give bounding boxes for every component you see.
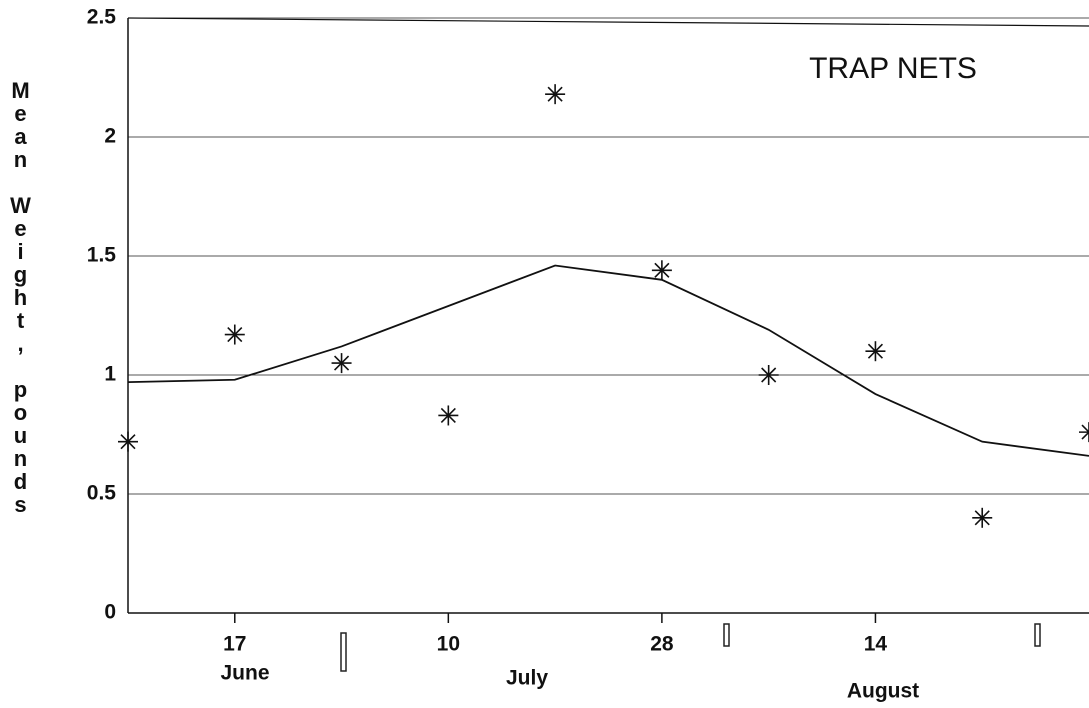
- point: [224, 324, 245, 345]
- x-tick-label: 14: [864, 633, 888, 656]
- point: [118, 431, 138, 452]
- month-divider: [1034, 623, 1041, 647]
- month-label: July: [506, 667, 548, 690]
- point: [651, 260, 672, 281]
- month-divider: [723, 623, 730, 647]
- point-stroke: [974, 510, 990, 526]
- point-stroke: [333, 355, 350, 371]
- point-stroke: [1081, 430, 1089, 440]
- point-stroke: [867, 343, 884, 359]
- month-label: June: [220, 662, 269, 685]
- point: [758, 365, 779, 385]
- y-tick-label: 1.5: [87, 244, 117, 267]
- point-stroke: [1081, 424, 1089, 434]
- point-stroke: [120, 434, 136, 450]
- point: [545, 84, 566, 105]
- y-tick-label: 0: [104, 601, 116, 624]
- y-tick-label: 0.5: [87, 482, 117, 505]
- x-tick-label: 10: [437, 633, 460, 656]
- point-stroke: [227, 326, 243, 343]
- x-tick-label: 17: [223, 633, 246, 656]
- point: [972, 507, 993, 528]
- y-tick-label: 1: [104, 363, 116, 386]
- month-divider: [340, 632, 347, 672]
- point: [331, 353, 352, 374]
- point-stroke: [654, 262, 670, 278]
- x-tick-label: 28: [650, 633, 674, 656]
- point-stroke: [440, 407, 456, 424]
- month-label: August: [847, 680, 919, 703]
- chart-title: TRAP NETS: [809, 52, 977, 85]
- point-stroke: [547, 86, 563, 102]
- point: [1079, 422, 1089, 443]
- point: [438, 405, 459, 426]
- frame-top: [127, 17, 1089, 27]
- trend-line: [127, 264, 1089, 457]
- y-axis-label: Mean Weight, pounds: [8, 78, 33, 515]
- point-stroke: [761, 367, 777, 383]
- point: [865, 341, 886, 362]
- y-tick-label: 2: [104, 125, 116, 148]
- y-tick-label: 2.5: [87, 6, 117, 29]
